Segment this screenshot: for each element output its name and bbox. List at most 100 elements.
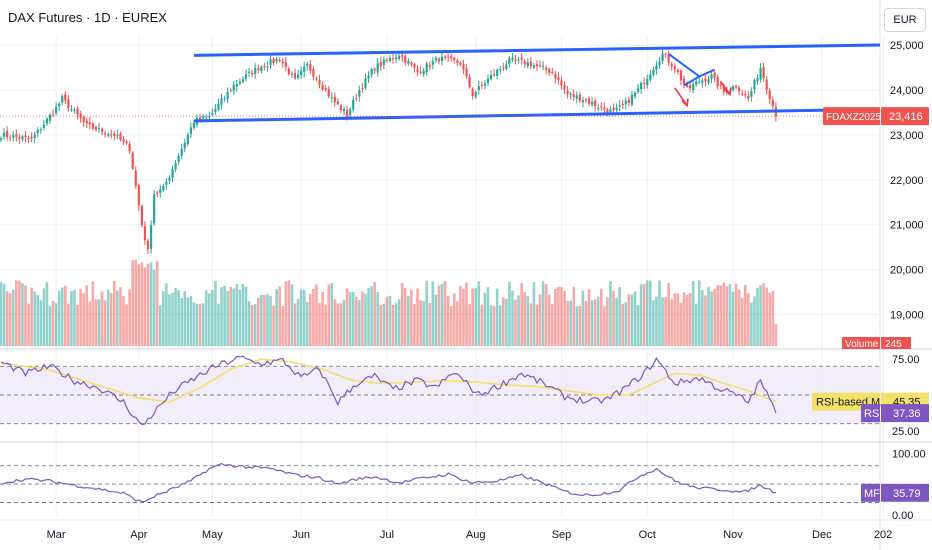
time-tick-label: Oct [639, 529, 656, 541]
candle [214, 108, 217, 112]
candle [336, 101, 339, 105]
candle [407, 61, 410, 64]
volume-bar [618, 286, 621, 346]
volume-bar [296, 298, 300, 346]
candle [168, 177, 171, 181]
volume-bar [722, 282, 726, 346]
candle [750, 91, 753, 97]
candle [624, 100, 627, 105]
candle [594, 100, 597, 107]
candle [217, 103, 220, 110]
volume-bar [128, 289, 131, 346]
volume-bar [290, 284, 294, 346]
volume-bar [713, 288, 716, 346]
rsi-name: RSI [864, 408, 882, 420]
candle [79, 113, 82, 119]
volume-bar [253, 304, 257, 346]
time-tick-label: Mar [47, 529, 66, 541]
volume-bar [596, 296, 600, 346]
candle [330, 97, 333, 99]
candle [468, 76, 471, 88]
candle [679, 70, 683, 81]
candle [85, 120, 88, 124]
candle [447, 56, 450, 58]
volume-bar [391, 305, 395, 346]
candle [483, 83, 487, 86]
currency-button[interactable]: EUR [884, 8, 926, 32]
candle [630, 95, 634, 105]
candle [119, 133, 122, 140]
volume-bar [422, 301, 425, 346]
volume-bar [30, 287, 33, 346]
candle [707, 79, 710, 83]
candle [327, 89, 330, 97]
volume-bar [358, 300, 361, 346]
mf-name: MF [864, 488, 880, 500]
volume-bar [407, 296, 410, 346]
volume-bar [612, 290, 615, 346]
candle [716, 76, 719, 87]
candle [324, 88, 327, 90]
volume-bar [134, 259, 138, 346]
candle [61, 96, 64, 103]
volume-bar [462, 288, 465, 346]
volume-bar [498, 305, 502, 346]
volume-bar [547, 294, 551, 346]
volume-bar [581, 290, 585, 346]
volume-bar [0, 282, 3, 346]
volume-bar [661, 297, 664, 346]
volume-bar [704, 295, 707, 346]
candle [266, 66, 269, 68]
volume-bar [440, 283, 444, 346]
volume-bar [701, 290, 704, 346]
volume-bar [364, 293, 367, 346]
volume-bar [514, 299, 517, 346]
volume-bar [394, 302, 398, 346]
volume-bar [627, 294, 631, 346]
candle [27, 138, 30, 140]
time-tick-label: Apr [130, 529, 147, 541]
candle [771, 100, 774, 107]
mf-value: 35.79 [893, 488, 921, 500]
volume-bar [8, 293, 12, 346]
volume-bar [214, 280, 217, 346]
candle [431, 61, 434, 65]
candle [676, 70, 679, 72]
candle [211, 112, 214, 115]
candle [578, 94, 581, 101]
candle [615, 107, 618, 111]
volume-bar [324, 304, 327, 346]
volume-bar [691, 280, 695, 346]
volume-bar [238, 289, 242, 346]
candle [526, 62, 529, 66]
volume-bar [260, 294, 263, 346]
volume-bar [465, 282, 468, 346]
volume-bar [367, 288, 370, 346]
volume-bar [554, 288, 557, 346]
volume-bar [272, 305, 275, 346]
volume-bar [284, 281, 288, 346]
volume-badge [842, 337, 880, 349]
candle [682, 78, 686, 85]
volume-bar [645, 280, 649, 346]
rsi-line [0, 355, 777, 426]
volume-label: Volume [845, 339, 879, 350]
volume-bar [345, 288, 349, 346]
volume-bar [168, 294, 171, 346]
volume-bar [526, 295, 530, 346]
volume-bar [495, 288, 499, 346]
volume-bar [333, 299, 337, 346]
candle [91, 123, 94, 129]
candle [566, 90, 569, 95]
volume-bars [0, 259, 778, 346]
candle [419, 71, 422, 73]
volume-bar [195, 303, 199, 346]
candles [0, 50, 777, 254]
time-tick-label: Nov [723, 529, 743, 541]
volume-bar [204, 290, 208, 346]
volume-bar [155, 261, 159, 346]
volume-bar [532, 282, 536, 346]
time-tick-label: Sep [552, 529, 572, 541]
volume-bar [275, 288, 278, 346]
